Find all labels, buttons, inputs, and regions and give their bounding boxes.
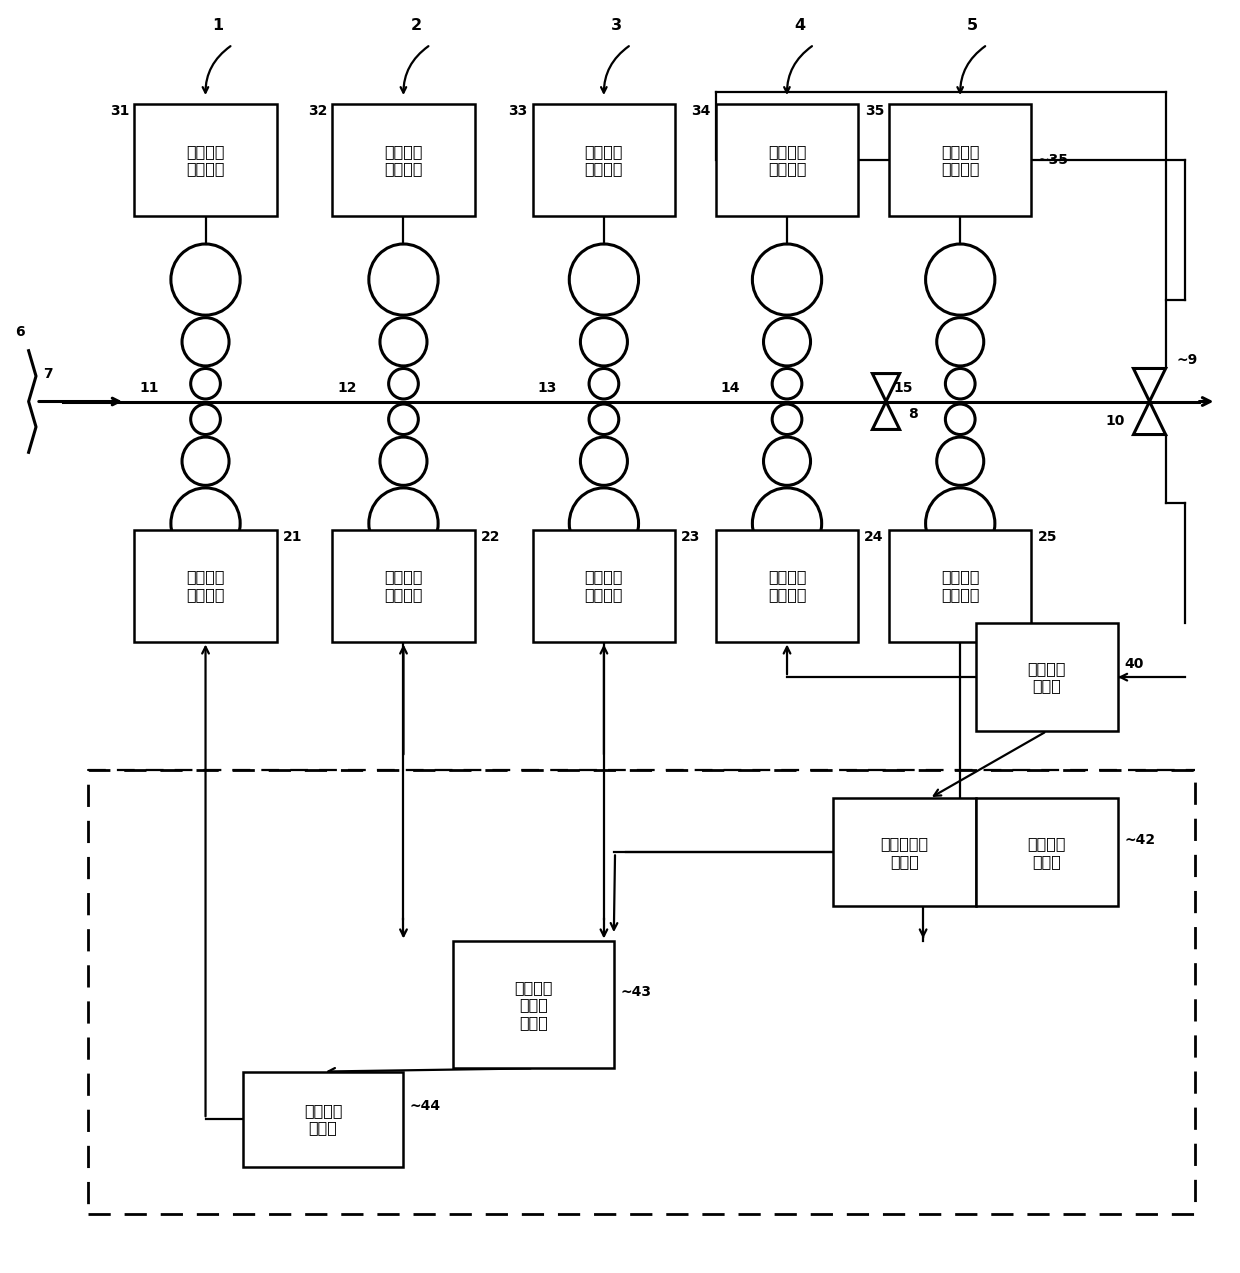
Text: ~35: ~35 (1038, 153, 1069, 167)
Text: 第五压下
控制装置: 第五压下 控制装置 (941, 144, 980, 177)
Text: ~44: ~44 (409, 1100, 440, 1114)
Text: 6: 6 (15, 325, 25, 339)
Text: 2: 2 (410, 18, 422, 33)
FancyBboxPatch shape (533, 104, 675, 216)
FancyBboxPatch shape (889, 530, 1032, 642)
FancyBboxPatch shape (976, 798, 1118, 906)
Text: 34: 34 (692, 104, 711, 118)
Text: 33: 33 (508, 104, 528, 118)
Text: 40: 40 (1125, 657, 1143, 671)
FancyBboxPatch shape (833, 798, 976, 906)
Text: ~9: ~9 (1177, 353, 1198, 367)
Text: 35: 35 (864, 104, 884, 118)
Polygon shape (873, 373, 899, 401)
FancyBboxPatch shape (332, 530, 475, 642)
Text: 第四速度
控制装置: 第四速度 控制装置 (768, 569, 806, 602)
Text: 第五速度
控制装置: 第五速度 控制装置 (941, 569, 980, 602)
FancyBboxPatch shape (134, 530, 277, 642)
Polygon shape (873, 401, 899, 429)
Text: 第一压下
控制装置: 第一压下 控制装置 (186, 144, 224, 177)
Text: 第三压下
控制装置: 第三压下 控制装置 (585, 144, 624, 177)
Text: 21: 21 (283, 530, 303, 544)
FancyBboxPatch shape (533, 530, 675, 642)
Text: 第四压下
控制装置: 第四压下 控制装置 (768, 144, 806, 177)
Text: 第三速度
控制装置: 第三速度 控制装置 (585, 569, 624, 602)
Text: 8: 8 (908, 407, 918, 421)
Text: 31: 31 (110, 104, 129, 118)
Text: 第三板厉
控制部: 第三板厉 控制部 (304, 1102, 342, 1136)
Text: 5: 5 (967, 18, 978, 33)
Polygon shape (1133, 401, 1166, 434)
Polygon shape (1133, 368, 1166, 401)
Text: 机架入口
侧板厉
计算部: 机架入口 侧板厉 计算部 (515, 980, 553, 1030)
Text: 第二板厉
控制部: 第二板厉 控制部 (1028, 836, 1066, 868)
Text: 质量流板厉
计算部: 质量流板厉 计算部 (880, 836, 929, 868)
Text: 23: 23 (681, 530, 701, 544)
Text: 4: 4 (794, 18, 805, 33)
Text: 第一板厉
控制部: 第一板厉 控制部 (1028, 661, 1066, 694)
Text: ~42: ~42 (1125, 833, 1156, 847)
Text: 14: 14 (720, 381, 740, 395)
FancyBboxPatch shape (453, 941, 614, 1068)
Text: 10: 10 (1105, 414, 1125, 428)
Text: ~43: ~43 (620, 985, 651, 999)
FancyBboxPatch shape (976, 624, 1118, 731)
Text: 3: 3 (611, 18, 621, 33)
Text: 1: 1 (212, 18, 223, 33)
FancyBboxPatch shape (134, 104, 277, 216)
FancyBboxPatch shape (715, 530, 858, 642)
Text: 13: 13 (537, 381, 557, 395)
Text: 25: 25 (1038, 530, 1056, 544)
Text: 12: 12 (337, 381, 356, 395)
Text: 第二压下
控制装置: 第二压下 控制装置 (384, 144, 423, 177)
Text: 第一速度
控制装置: 第一速度 控制装置 (186, 569, 224, 602)
Text: 第二速度
控制装置: 第二速度 控制装置 (384, 569, 423, 602)
Text: 22: 22 (481, 530, 500, 544)
Text: ~41: ~41 (982, 833, 1013, 847)
FancyBboxPatch shape (715, 104, 858, 216)
Text: 32: 32 (308, 104, 327, 118)
Text: 7: 7 (43, 367, 53, 381)
Text: 11: 11 (139, 381, 159, 395)
FancyBboxPatch shape (889, 104, 1032, 216)
Text: 15: 15 (894, 381, 913, 395)
FancyBboxPatch shape (332, 104, 475, 216)
FancyBboxPatch shape (243, 1072, 403, 1167)
Text: 24: 24 (864, 530, 884, 544)
